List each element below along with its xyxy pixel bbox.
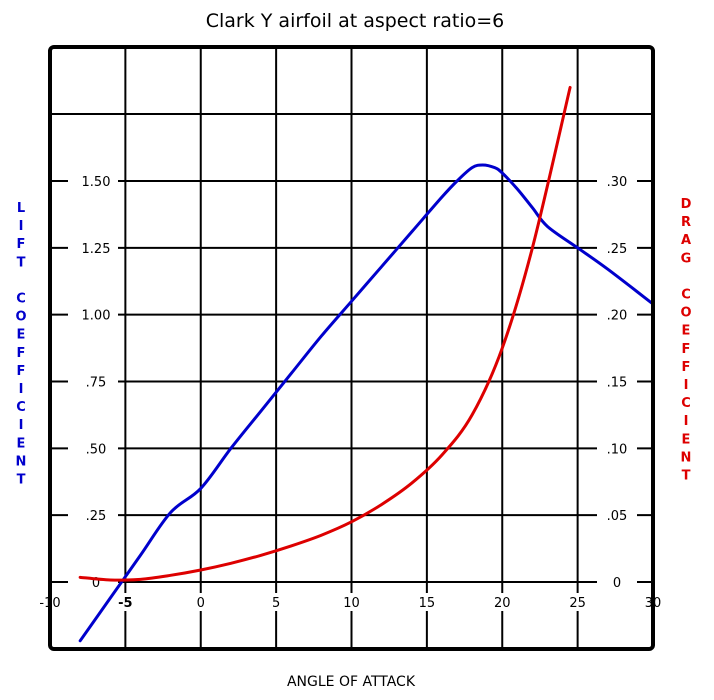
axis-label-letter: F (17, 237, 26, 252)
left-tick-mask (68, 305, 118, 324)
right-tick-label: .20 (607, 309, 628, 324)
series-lines (78, 85, 653, 643)
axis-label-letter: O (15, 310, 26, 325)
x-tick-mask (186, 593, 215, 611)
axis-label-letter: E (682, 324, 691, 339)
x-tick-label: 15 (419, 596, 436, 611)
left-tick-mask (68, 238, 118, 257)
left-tick-label: .25 (86, 509, 107, 524)
right-tick-label: .30 (607, 175, 628, 190)
right-tick-label: .15 (607, 376, 628, 391)
right-tick-mask (597, 238, 637, 257)
axis-label-letter: F (682, 342, 691, 357)
axis-label-letter: E (682, 432, 691, 447)
axis-label-letter: D (681, 197, 692, 212)
left-tick-label: 1.00 (82, 309, 111, 324)
left-tick-label: .75 (86, 376, 107, 391)
right-tick-mask (597, 506, 637, 525)
grid (50, 47, 653, 649)
axis-label-letter: G (681, 251, 692, 266)
axis-label-letter: F (17, 346, 26, 361)
axis-label-letter: O (680, 306, 691, 321)
x-tick-label: -5 (118, 596, 132, 611)
x-tick-label: 25 (569, 596, 586, 611)
x-tick-label: 10 (343, 596, 360, 611)
axis-label-letter: E (17, 436, 26, 451)
drag-coefficient-line (78, 85, 572, 582)
plot-frame (48, 45, 655, 651)
axis-label-letter: C (681, 396, 691, 411)
axis-label-letter: N (681, 450, 692, 465)
lift-coefficient-line (78, 163, 653, 643)
x-tick-mask (262, 593, 291, 611)
x-tick-label: 0 (197, 596, 205, 611)
right-tick-mask (597, 439, 637, 458)
right-tick-label: 0 (613, 576, 621, 591)
axis-label-letter: T (682, 469, 691, 484)
left-tick-label: 1.50 (82, 175, 111, 190)
x-tick-mask (111, 593, 140, 611)
axis-label-letter: R (681, 215, 691, 230)
axis-label-letter: T (17, 255, 26, 270)
x-tick-mask (337, 593, 366, 611)
right-tick-mask (597, 573, 637, 591)
axis-label-letter: A (681, 233, 691, 248)
right-tick-mask (597, 305, 637, 324)
axis-label-letter: I (19, 382, 24, 397)
left-tick-mask (68, 372, 118, 391)
axis-label-letter: I (684, 414, 689, 429)
axis-label-letter: C (16, 400, 26, 415)
axis-label-letter: I (19, 418, 24, 433)
right-tick-mask (597, 372, 637, 391)
right-tick-label: .05 (607, 509, 628, 524)
axis-label-letter: T (17, 473, 26, 488)
left-tick-label: .50 (86, 442, 107, 457)
axis-label-letter: F (682, 360, 691, 375)
chart-title: Clark Y airfoil at aspect ratio=6 (206, 10, 505, 32)
axis-label-letter: F (17, 364, 26, 379)
left-y-axis-ticks: 0 .25 .50 .75 1.00 1.25 1.50 (68, 172, 118, 591)
axis-label-letter: C (16, 292, 26, 307)
axis-label-letter: C (681, 288, 691, 303)
x-axis-ticks: -10 -5 0 5 10 15 20 25 30 (36, 593, 667, 611)
x-axis-label: ANGLE OF ATTACK (287, 674, 416, 690)
x-tick-label: 20 (494, 596, 511, 611)
axis-label-letter: I (684, 378, 689, 393)
x-tick-mask (563, 593, 592, 611)
right-tick-mask (597, 172, 637, 190)
right-tick-label: .25 (607, 242, 628, 257)
x-tick-mask (488, 593, 517, 611)
axis-label-letter: N (16, 454, 27, 469)
axis-label-letter: E (17, 328, 26, 343)
left-tick-mask (68, 506, 118, 525)
x-tick-mask (412, 593, 441, 611)
right-tick-label: .10 (607, 442, 628, 457)
left-tick-mask (68, 439, 118, 458)
axis-label-letter: I (19, 219, 24, 234)
x-tick-label: 5 (272, 596, 280, 611)
axis-label-letter: L (17, 201, 25, 216)
left-tick-label: 0 (92, 576, 100, 591)
left-tick-mask (68, 172, 118, 190)
left-tick-label: 1.25 (82, 242, 111, 257)
right-y-axis-ticks: 0 .05 .10 .15 .20 .25 .30 (597, 172, 637, 591)
